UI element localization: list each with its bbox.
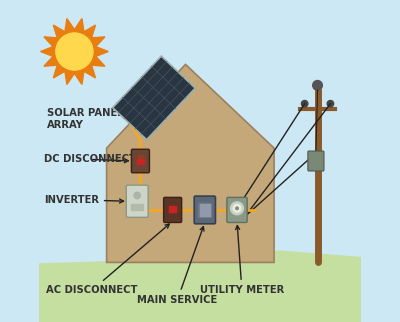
- FancyBboxPatch shape: [227, 197, 247, 223]
- Circle shape: [230, 202, 244, 215]
- Circle shape: [236, 207, 238, 210]
- FancyBboxPatch shape: [126, 185, 148, 217]
- Text: DC DISCONNECT: DC DISCONNECT: [44, 154, 136, 165]
- Text: MAIN SERVICE: MAIN SERVICE: [137, 227, 218, 305]
- Bar: [200, 207, 204, 209]
- Bar: [138, 155, 143, 158]
- Polygon shape: [41, 19, 108, 84]
- Bar: [206, 213, 210, 216]
- Circle shape: [327, 100, 334, 107]
- Polygon shape: [113, 56, 195, 140]
- Text: UTILITY METER: UTILITY METER: [200, 225, 284, 295]
- Bar: [206, 210, 210, 213]
- Bar: [200, 204, 204, 206]
- FancyBboxPatch shape: [308, 151, 324, 171]
- FancyBboxPatch shape: [132, 149, 150, 173]
- FancyBboxPatch shape: [194, 196, 216, 224]
- Polygon shape: [107, 64, 274, 262]
- FancyBboxPatch shape: [164, 197, 182, 223]
- Bar: [132, 204, 143, 210]
- Bar: [136, 158, 144, 164]
- Bar: [200, 213, 204, 216]
- Bar: [198, 203, 211, 217]
- Circle shape: [302, 100, 308, 107]
- Circle shape: [313, 80, 322, 90]
- Circle shape: [134, 192, 140, 199]
- Text: AC DISCONNECT: AC DISCONNECT: [46, 224, 169, 295]
- Text: SOLAR PANEL
ARRAY: SOLAR PANEL ARRAY: [47, 96, 137, 130]
- Bar: [206, 204, 210, 206]
- Circle shape: [233, 204, 241, 212]
- Circle shape: [56, 33, 93, 70]
- Bar: [200, 210, 204, 213]
- Text: INVERTER: INVERTER: [44, 194, 124, 205]
- Polygon shape: [39, 251, 361, 322]
- Bar: [206, 207, 210, 209]
- Bar: [169, 206, 176, 212]
- Polygon shape: [0, 261, 361, 322]
